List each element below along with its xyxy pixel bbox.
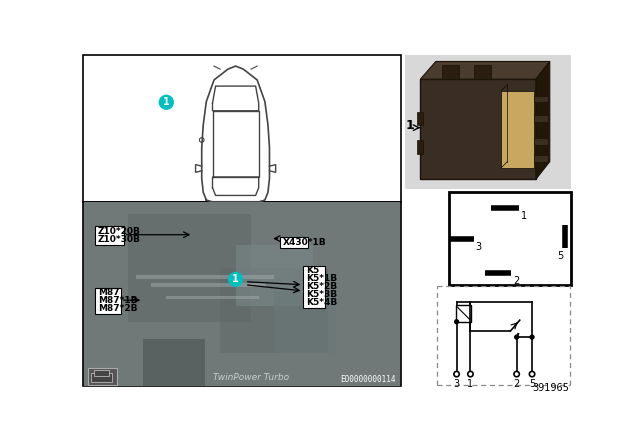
Text: K5: K5 xyxy=(306,266,319,275)
Bar xyxy=(151,283,266,287)
Circle shape xyxy=(515,335,518,339)
Bar xyxy=(236,245,312,306)
Bar xyxy=(417,140,422,154)
Text: 1: 1 xyxy=(232,274,239,284)
Text: Z10*30B: Z10*30B xyxy=(98,235,141,244)
Bar xyxy=(534,155,548,162)
Text: 5: 5 xyxy=(557,251,564,261)
Bar xyxy=(83,55,401,202)
Polygon shape xyxy=(536,61,550,179)
Bar xyxy=(534,115,548,121)
Text: K5*2B: K5*2B xyxy=(306,282,337,291)
Bar xyxy=(91,373,113,382)
Text: EO0000000114: EO0000000114 xyxy=(340,375,396,384)
Text: 2: 2 xyxy=(513,379,520,389)
Bar xyxy=(501,91,534,168)
Bar xyxy=(128,214,251,322)
Text: 1: 1 xyxy=(520,211,527,221)
Bar xyxy=(94,370,109,375)
Bar xyxy=(143,340,205,386)
Bar xyxy=(166,296,259,299)
Circle shape xyxy=(159,95,173,109)
Bar xyxy=(405,55,570,189)
Bar xyxy=(474,65,492,79)
Bar xyxy=(95,226,124,245)
Bar xyxy=(95,288,120,314)
Text: M87: M87 xyxy=(98,288,120,297)
Text: 391965: 391965 xyxy=(532,383,569,392)
Text: 1: 1 xyxy=(406,119,414,132)
Bar xyxy=(274,291,336,353)
Text: X430*1B: X430*1B xyxy=(283,238,326,247)
Text: M87*1B: M87*1B xyxy=(98,296,137,305)
Text: 3: 3 xyxy=(475,242,481,252)
Bar xyxy=(449,192,570,285)
Text: TwinPower Turbo: TwinPower Turbo xyxy=(213,373,289,382)
Text: 1: 1 xyxy=(467,379,474,389)
Circle shape xyxy=(530,335,534,339)
Bar xyxy=(84,202,401,386)
Bar xyxy=(303,266,325,308)
Text: 1: 1 xyxy=(163,97,170,107)
Bar xyxy=(417,112,422,125)
Text: M87*2B: M87*2B xyxy=(98,304,137,313)
Bar xyxy=(456,305,471,322)
Bar xyxy=(280,237,308,248)
Bar xyxy=(420,79,536,179)
Polygon shape xyxy=(420,61,550,79)
Text: 3: 3 xyxy=(454,379,460,389)
Bar xyxy=(534,138,548,145)
Bar xyxy=(442,65,459,79)
Text: 2: 2 xyxy=(513,276,519,286)
Text: K5*3B: K5*3B xyxy=(306,290,337,299)
Bar xyxy=(220,268,328,353)
Bar xyxy=(438,287,569,384)
Bar xyxy=(534,96,548,102)
Circle shape xyxy=(454,320,458,323)
Circle shape xyxy=(228,272,243,286)
Text: K5*4B: K5*4B xyxy=(306,298,337,307)
Text: K5*1B: K5*1B xyxy=(306,274,337,283)
Text: 5: 5 xyxy=(529,379,535,389)
Bar xyxy=(88,368,117,385)
Text: Z10*20B: Z10*20B xyxy=(98,227,141,236)
Bar xyxy=(83,202,401,386)
Bar xyxy=(136,275,274,280)
